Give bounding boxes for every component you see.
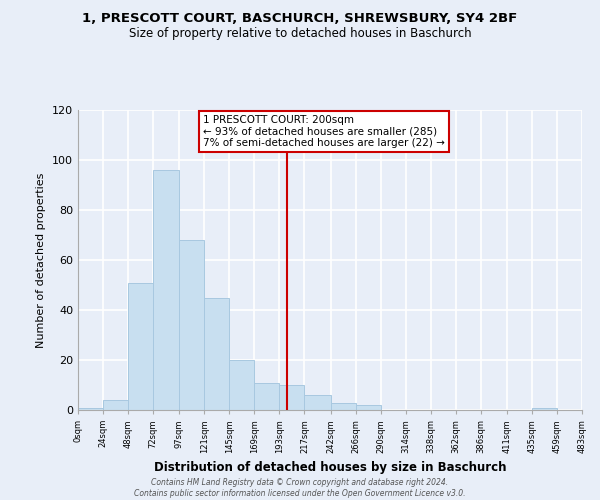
Bar <box>153 170 179 410</box>
Bar <box>128 282 153 410</box>
X-axis label: Distribution of detached houses by size in Baschurch: Distribution of detached houses by size … <box>154 462 506 474</box>
Y-axis label: Number of detached properties: Number of detached properties <box>37 172 46 348</box>
Bar <box>229 360 254 410</box>
Bar <box>532 408 557 410</box>
Bar <box>304 395 331 410</box>
Bar <box>356 405 380 410</box>
Bar <box>254 382 280 410</box>
Text: Size of property relative to detached houses in Baschurch: Size of property relative to detached ho… <box>128 28 472 40</box>
Bar <box>103 400 128 410</box>
Text: 1 PRESCOTT COURT: 200sqm
← 93% of detached houses are smaller (285)
7% of semi-d: 1 PRESCOTT COURT: 200sqm ← 93% of detach… <box>203 115 445 148</box>
Bar <box>204 298 229 410</box>
Bar <box>280 385 304 410</box>
Bar <box>78 408 103 410</box>
Bar <box>331 402 356 410</box>
Text: 1, PRESCOTT COURT, BASCHURCH, SHREWSBURY, SY4 2BF: 1, PRESCOTT COURT, BASCHURCH, SHREWSBURY… <box>82 12 518 26</box>
Text: Contains HM Land Registry data © Crown copyright and database right 2024.
Contai: Contains HM Land Registry data © Crown c… <box>134 478 466 498</box>
Bar <box>179 240 204 410</box>
